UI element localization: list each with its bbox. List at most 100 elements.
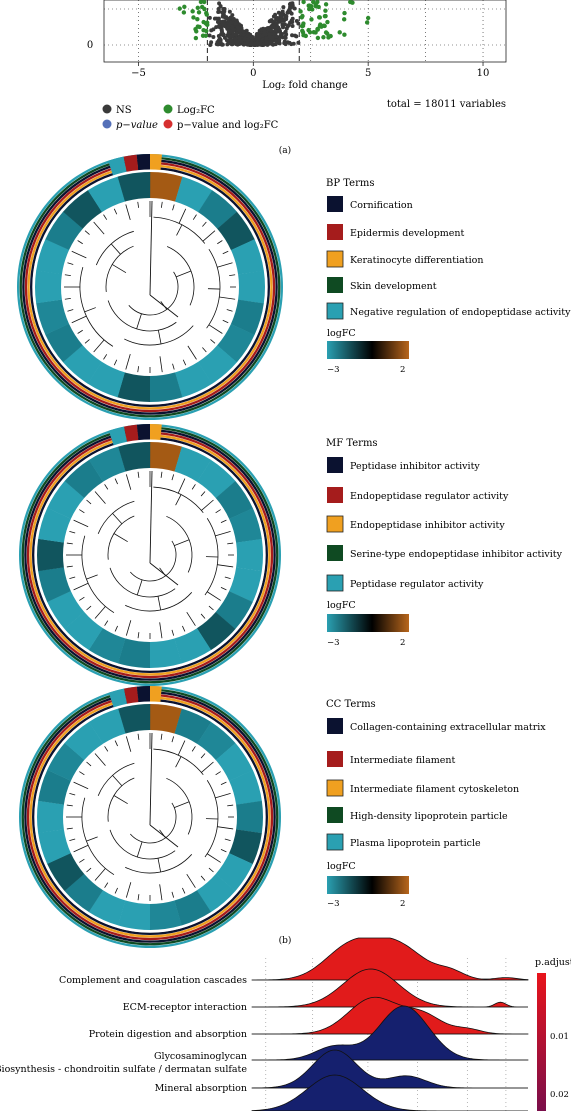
logfc-segment (36, 299, 70, 335)
logfc-segment (238, 270, 265, 304)
volcano-point-ns (219, 27, 224, 32)
volcano-point-ns (233, 21, 238, 26)
volcano-point-ns (241, 42, 246, 47)
volcano-point-log2fc (350, 0, 355, 5)
volcano-point-log2fc (193, 35, 199, 41)
dendrogram-leaf (69, 530, 76, 534)
logfc-segment (149, 900, 182, 930)
volcano-point-ns (269, 32, 274, 37)
dendrogram-leaf (227, 804, 234, 807)
dendrogram-leaf (177, 478, 186, 494)
dendrogram-leaf (226, 309, 233, 312)
volcano-point-ns (273, 38, 278, 43)
logfc-segment (229, 508, 262, 543)
dendrogram-leaf (67, 309, 74, 312)
dendrogram-leaf (182, 359, 187, 366)
dendrogram-leaf (182, 887, 186, 894)
dendrogram-leaf (93, 221, 105, 235)
cc-logfc-label: logFC (327, 861, 356, 872)
volcano-point-ns (211, 35, 216, 40)
dendrogram-leaf (171, 474, 175, 481)
logfc-segment (198, 190, 238, 229)
dendrogram-trunk (149, 824, 179, 848)
dendrogram-leaf (208, 605, 214, 611)
dendrogram-leaf (200, 613, 206, 619)
volcano-point-ns (241, 29, 246, 34)
dendrogram-link (175, 270, 192, 278)
term-marker-1 (123, 154, 139, 173)
dendrogram-leaf (171, 891, 175, 898)
volcano-point-ns (245, 33, 250, 38)
logfc-segment (34, 270, 62, 304)
logfc-segment (64, 459, 104, 499)
dendrogram-leaf (172, 363, 175, 370)
volcano-point-log2fc (325, 19, 330, 25)
logfc-segment (45, 211, 83, 251)
logfc-segment (174, 361, 213, 398)
dendrogram-link (112, 775, 123, 787)
legend-label-log2fc: Log₂FC (177, 105, 215, 116)
logfc-segment (197, 721, 236, 761)
logfc-segment (236, 538, 263, 572)
dendrogram-leaf (94, 606, 106, 619)
bp-term-swatch-3 (326, 250, 344, 268)
dendrogram-leaf (208, 867, 214, 873)
bp-circular-heatmap (16, 154, 283, 420)
volcano-point-log2fc (328, 33, 333, 39)
dendrogram-leaf (159, 622, 163, 639)
x-axis-label: Log₂ fold change (262, 80, 348, 91)
term-marker-3 (150, 686, 162, 703)
padjust-tick-label-001: 0.01 (550, 1032, 569, 1042)
dendrogram-leaf (86, 605, 92, 611)
volcano-point-ns (237, 36, 242, 41)
mf-term-swatch-2 (327, 487, 343, 503)
volcano-point-ns (273, 12, 278, 17)
volcano-point-ns (262, 30, 267, 35)
volcano-point-ns (207, 33, 212, 38)
dendrogram-leaf (178, 208, 187, 224)
dendrogram-leaf (201, 761, 214, 773)
volcano-point-ns (287, 40, 292, 45)
bp-term-swatch-1 (327, 196, 343, 212)
legend-swatch-log2fc (163, 104, 173, 114)
volcano-point-ns (289, 18, 294, 23)
volcano-point-log2fc (323, 13, 328, 19)
dendrogram-leaf (215, 792, 231, 799)
mf-legend-title: MF Terms (326, 438, 378, 449)
dendrogram-leaf (94, 491, 106, 504)
dendrogram-leaf (220, 587, 227, 591)
bp-term-label-1: Cornification (350, 200, 413, 211)
legend-swatch-both (163, 119, 173, 129)
logfc-segment (217, 211, 255, 251)
dendrogram-leaf (137, 366, 140, 373)
dendrogram-leaf (215, 509, 221, 514)
volcano-point-ns (234, 31, 239, 36)
volcano-point-ns (292, 6, 297, 11)
logfc-segment (38, 829, 71, 864)
volcano-point-ns (281, 5, 286, 10)
dendrogram-leaf (220, 849, 227, 853)
dendrogram-leaf (79, 858, 85, 863)
volcano-point-ns (216, 16, 221, 21)
logfc-segment (175, 176, 213, 213)
cc-term-label-5: Plasma lipoprotein particle (350, 838, 481, 849)
volcano-point-ns (274, 34, 279, 39)
total-variables-caption: total = 18011 variables (387, 99, 506, 110)
volcano-legend: NS Log₂FC p−value p−value and log₂FC (102, 104, 279, 131)
volcano-point-log2fc (311, 30, 317, 35)
dendrogram-link (84, 307, 96, 313)
dendrogram-leaf (71, 250, 87, 259)
dendrogram-leaf (66, 804, 73, 807)
logfc-segment (45, 323, 83, 363)
dendrogram-leaf (79, 509, 85, 514)
dendrogram-leaf (73, 844, 89, 853)
mf-logfc-max: 2 (400, 638, 405, 648)
logfc-segment (230, 299, 264, 335)
dendrogram-leaf (114, 478, 118, 485)
volcano-point-log2fc (195, 17, 200, 22)
dendrogram-leaf (113, 208, 118, 215)
volcano-point-ns (255, 41, 260, 46)
dendrogram-leaf (67, 262, 74, 265)
dendrogram-link (110, 243, 121, 255)
cc-term-label-4: High-density lipoprotein particle (350, 811, 508, 822)
